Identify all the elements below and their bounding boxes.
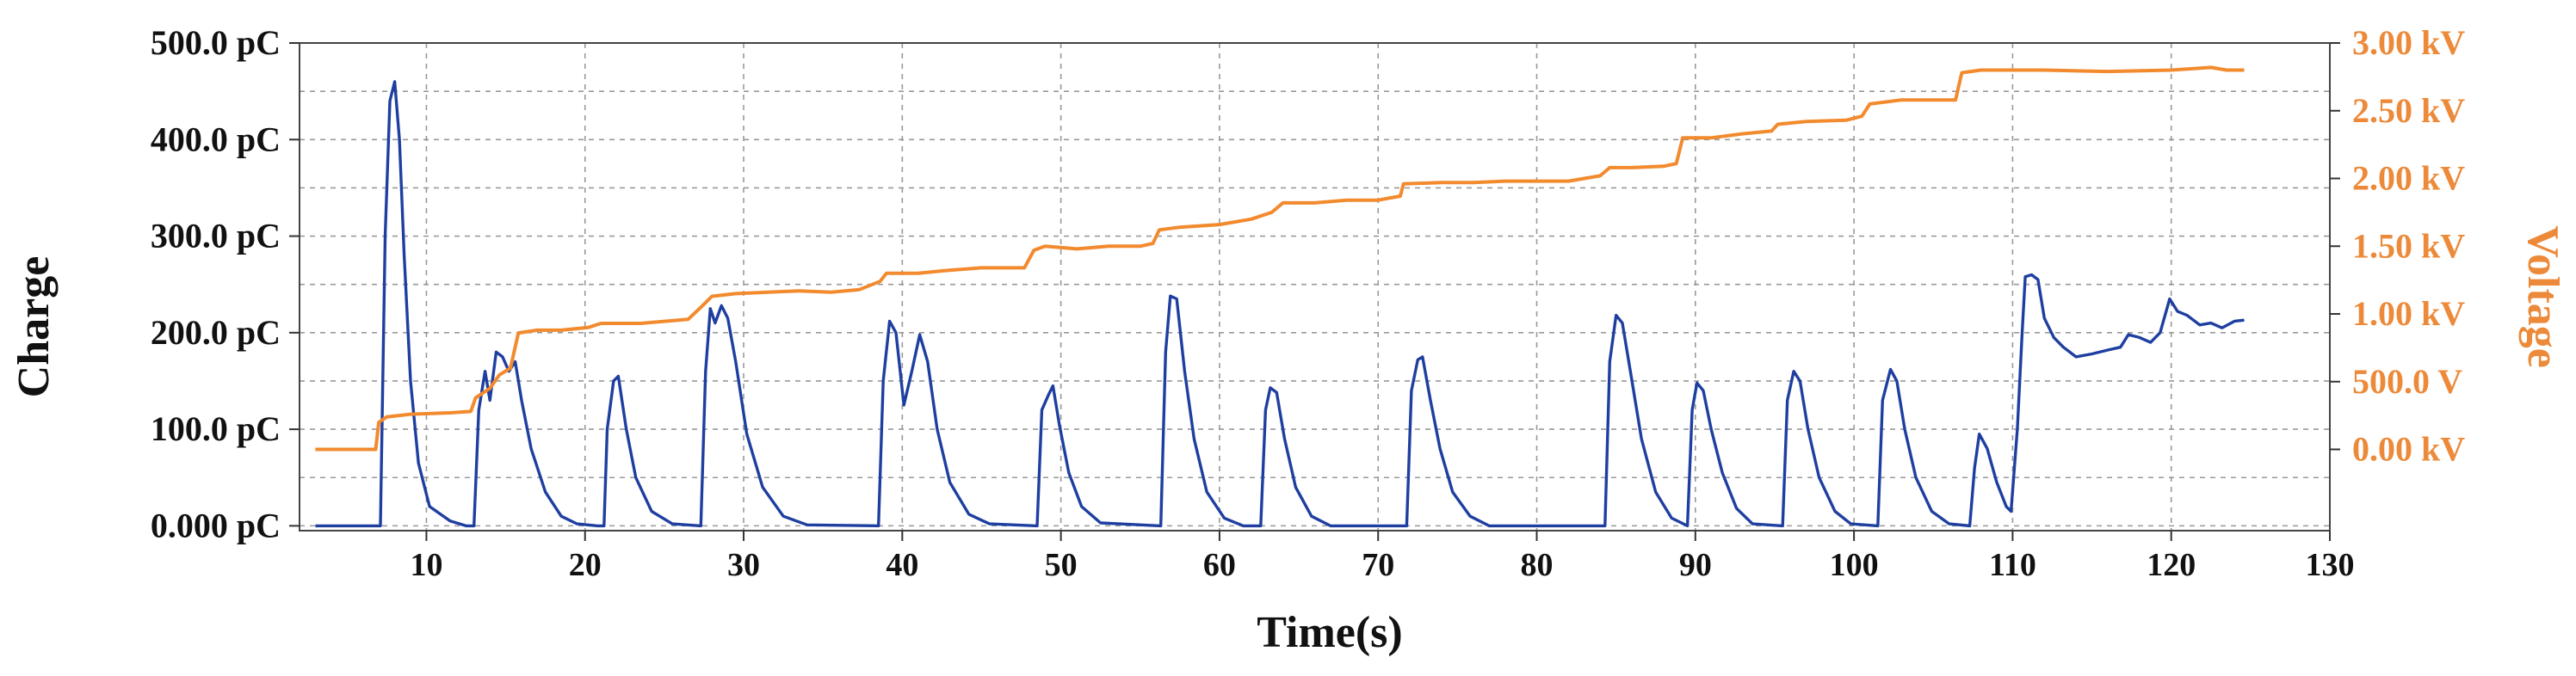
x-axis-tick-label: 40 xyxy=(886,547,918,583)
right-axis-tick-label: 1.50 kV xyxy=(2352,226,2465,265)
x-axis-ticks: 10 20 30 40 50 60 70 80 90 100 110 120 130 xyxy=(410,531,2355,583)
left-axis-ticks: 0.000 pC 100.0 pC 200.0 pC 300.0 pC 400.0 pC… xyxy=(151,23,300,544)
left-axis-tick-label: 100.0 pC xyxy=(151,409,281,448)
x-axis-tick-label: 90 xyxy=(1679,547,1712,583)
axes xyxy=(299,42,2331,532)
x-axis-tick-label: 80 xyxy=(1521,547,1554,583)
left-axis-tick-label: 200.0 pC xyxy=(151,313,281,352)
x-axis-tick-label: 20 xyxy=(569,547,602,583)
voltage-series-line xyxy=(315,65,2245,452)
right-axis-tick-label: 0.00 kV xyxy=(2352,430,2465,469)
right-axis-tick-label: 3.00 kV xyxy=(2352,23,2465,62)
right-axis-ticks: 0.00 kV 500.0 V 1.00 kV 1.50 kV 2.00 kV 2.50 … xyxy=(2330,23,2465,469)
x-axis-tick-label: 70 xyxy=(1362,547,1394,583)
right-axis-tick-label: 500.0 V xyxy=(2352,362,2462,401)
right-axis-tick-label: 1.00 kV xyxy=(2352,294,2465,333)
right-axis-tick-label: 2.50 kV xyxy=(2352,91,2465,130)
x-axis-tick-label: 100 xyxy=(1830,547,1879,583)
charge-series-line xyxy=(315,80,2245,528)
right-axis-tick-label: 2.00 kV xyxy=(2352,159,2465,198)
x-axis-tick-label: 60 xyxy=(1203,547,1236,583)
x-axis-tick-label: 10 xyxy=(410,547,442,583)
left-axis-tick-label: 300.0 pC xyxy=(151,217,281,255)
x-axis-tick-label: 30 xyxy=(727,547,760,583)
plot-frame xyxy=(299,42,2331,532)
x-axis-tick-label: 110 xyxy=(1989,547,2036,583)
series-group xyxy=(315,65,2245,528)
x-axis-tick-label: 130 xyxy=(2306,547,2355,583)
x-axis-title: Time(s) xyxy=(1257,608,1402,657)
right-axis-title: Voltage xyxy=(2518,225,2567,368)
left-axis-title: Charge xyxy=(9,256,59,398)
x-axis-tick-label: 50 xyxy=(1045,547,1078,583)
left-axis-tick-label: 500.0 pC xyxy=(151,23,281,62)
left-axis-tick-label: 400.0 pC xyxy=(151,120,281,158)
left-axis-tick-label: 0.000 pC xyxy=(151,506,281,544)
x-axis-tick-label: 120 xyxy=(2147,547,2196,583)
